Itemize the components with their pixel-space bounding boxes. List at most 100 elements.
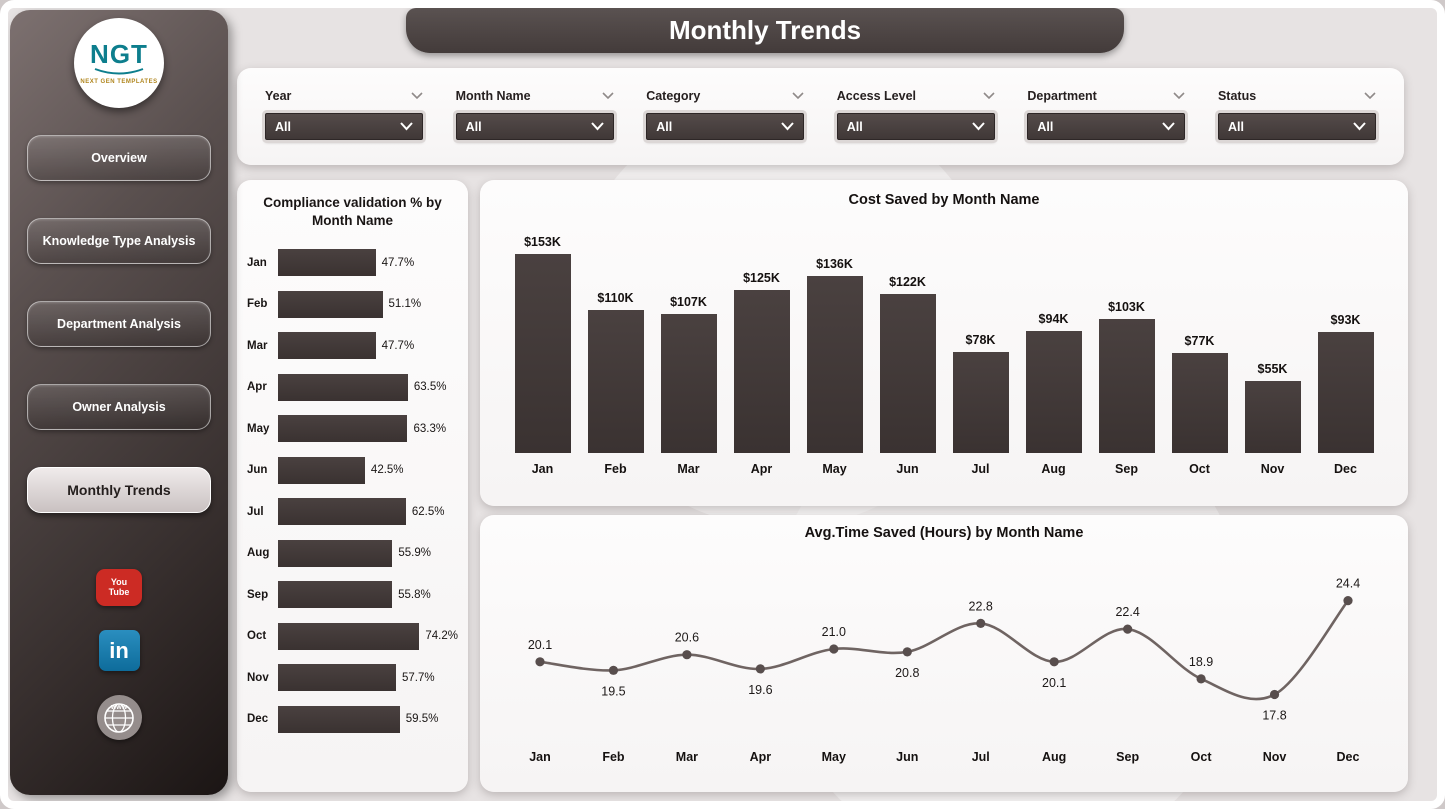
bar-jul[interactable] bbox=[278, 498, 406, 526]
point-jul[interactable] bbox=[976, 618, 986, 628]
bar-may[interactable] bbox=[806, 276, 863, 453]
value-label: $122K bbox=[889, 275, 926, 289]
value-label: 24.4 bbox=[1336, 577, 1360, 591]
point-apr[interactable] bbox=[755, 664, 765, 674]
filter-bar: Year All Month Name All Category bbox=[237, 68, 1404, 165]
bar-dec[interactable] bbox=[1317, 332, 1374, 453]
point-mar[interactable] bbox=[682, 650, 692, 660]
year-filter-dropdown[interactable]: All bbox=[265, 113, 423, 140]
point-feb[interactable] bbox=[608, 665, 619, 675]
value-label: 19.6 bbox=[748, 683, 772, 697]
value-label: 51.1% bbox=[388, 298, 422, 311]
bar-nov[interactable] bbox=[1244, 381, 1301, 453]
category-label: Aug bbox=[1041, 462, 1066, 476]
department-filter-dropdown[interactable]: All bbox=[1027, 113, 1186, 140]
cost-column-apr: $125K Apr bbox=[725, 271, 798, 476]
value-label: 57.7% bbox=[402, 671, 435, 684]
bar-aug[interactable] bbox=[278, 539, 393, 567]
sidebar-item-label: Knowledge Type Analysis bbox=[42, 234, 196, 248]
linkedin-icon[interactable]: in bbox=[98, 630, 140, 671]
bar-sep[interactable] bbox=[278, 581, 393, 609]
sidebar-item-knowledge-type-analysis[interactable]: Knowledge Type Analysis bbox=[27, 218, 211, 264]
website-globe-icon[interactable]: www bbox=[96, 695, 142, 740]
point-jun[interactable] bbox=[902, 647, 912, 657]
bar-oct[interactable] bbox=[1171, 353, 1228, 453]
sidebar-item-overview[interactable]: Overview bbox=[27, 135, 211, 181]
access-level-filter-dropdown[interactable]: All bbox=[836, 113, 995, 140]
chevron-down-icon bbox=[792, 92, 804, 100]
category-label: Aug bbox=[247, 547, 270, 560]
point-aug[interactable] bbox=[1049, 657, 1059, 667]
bar-feb[interactable] bbox=[587, 310, 644, 453]
bar-aug[interactable] bbox=[1025, 331, 1082, 453]
value-label: $94K bbox=[1038, 312, 1069, 326]
sidebar-item-label: Owner Analysis bbox=[72, 400, 166, 414]
bar-mar[interactable] bbox=[278, 332, 376, 360]
bar-apr[interactable] bbox=[733, 290, 790, 453]
value-label: 42.5% bbox=[370, 464, 404, 477]
bar-sep[interactable] bbox=[1098, 319, 1155, 453]
category-label: Mar bbox=[677, 462, 700, 476]
value-label: 62.5% bbox=[411, 505, 445, 518]
compliance-row-feb: Feb 51.1% bbox=[247, 290, 458, 318]
category-filter-dropdown[interactable]: All bbox=[646, 113, 805, 140]
filter-department: Department All bbox=[1027, 83, 1186, 150]
bar-jul[interactable] bbox=[952, 352, 1009, 453]
chevron-down-icon bbox=[781, 122, 794, 131]
chevron-down-icon bbox=[590, 122, 604, 131]
filter-label: Status bbox=[1217, 89, 1257, 103]
bar-oct[interactable] bbox=[278, 622, 420, 650]
value-label: 20.8 bbox=[895, 666, 919, 680]
cost-column-oct: $77K Oct bbox=[1163, 334, 1236, 476]
bar-jan[interactable] bbox=[514, 254, 571, 453]
value-label: 22.8 bbox=[969, 599, 993, 613]
bar-mar[interactable] bbox=[660, 314, 717, 453]
bar-dec[interactable] bbox=[278, 705, 400, 733]
value-label: 20.1 bbox=[1042, 676, 1066, 690]
point-oct[interactable] bbox=[1196, 674, 1206, 684]
cost-column-feb: $110K Feb bbox=[579, 291, 652, 476]
compliance-row-jul: Jul 62.5% bbox=[247, 498, 458, 526]
cost-plot: $153K Jan $110K Feb $107K Mar $125K Apr $136K May… bbox=[496, 218, 1392, 476]
value-label: 21.0 bbox=[822, 625, 846, 639]
youtube-icon[interactable]: You Tube bbox=[96, 569, 142, 606]
value-label: $103K bbox=[1108, 300, 1145, 314]
value-label: 20.1 bbox=[528, 638, 552, 652]
bar-jan[interactable] bbox=[278, 249, 376, 277]
cost-column-jan: $153K Jan bbox=[506, 235, 579, 476]
logo-swoosh-icon bbox=[94, 68, 144, 75]
chart-title: Compliance validation % by Month Name bbox=[263, 195, 442, 229]
compliance-row-mar: Mar 47.7% bbox=[247, 332, 458, 360]
value-label: 47.7% bbox=[381, 339, 415, 352]
bar-apr[interactable] bbox=[278, 373, 408, 401]
bar-jun[interactable] bbox=[278, 456, 365, 484]
point-jan[interactable] bbox=[535, 657, 545, 667]
value-label: 47.7% bbox=[381, 256, 415, 269]
point-may[interactable] bbox=[829, 644, 839, 654]
linkedin-text: in bbox=[109, 637, 129, 663]
value-label: 59.5% bbox=[405, 713, 439, 726]
bar-nov[interactable] bbox=[278, 664, 397, 692]
filter-value: All bbox=[656, 119, 673, 134]
point-nov[interactable] bbox=[1269, 689, 1280, 700]
point-dec[interactable] bbox=[1343, 596, 1353, 606]
compliance-row-apr: Apr 63.5% bbox=[247, 373, 458, 401]
sidebar-item-label: Overview bbox=[91, 151, 147, 165]
bar-feb[interactable] bbox=[278, 290, 383, 318]
sidebar-item-monthly-trends[interactable]: Monthly Trends bbox=[27, 467, 211, 513]
chevron-down-icon bbox=[983, 92, 995, 100]
value-label: 20.6 bbox=[675, 631, 699, 645]
bar-may[interactable] bbox=[278, 415, 408, 443]
point-sep[interactable] bbox=[1123, 624, 1133, 634]
value-label: $110K bbox=[597, 291, 634, 305]
value-label: $107K bbox=[670, 295, 707, 309]
category-label: Oct bbox=[247, 630, 267, 643]
month-name-filter-dropdown[interactable]: All bbox=[455, 113, 614, 140]
bar-jun[interactable] bbox=[879, 294, 936, 453]
sidebar-item-owner-analysis[interactable]: Owner Analysis bbox=[27, 384, 211, 430]
status-filter-dropdown[interactable]: All bbox=[1217, 113, 1376, 140]
category-label: Jul bbox=[972, 750, 990, 764]
sidebar-item-department-analysis[interactable]: Department Analysis bbox=[27, 301, 211, 347]
category-label: Oct bbox=[1189, 462, 1210, 476]
category-label: Feb bbox=[602, 750, 625, 764]
